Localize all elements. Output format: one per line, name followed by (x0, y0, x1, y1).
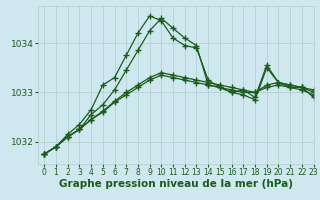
X-axis label: Graphe pression niveau de la mer (hPa): Graphe pression niveau de la mer (hPa) (59, 179, 293, 189)
